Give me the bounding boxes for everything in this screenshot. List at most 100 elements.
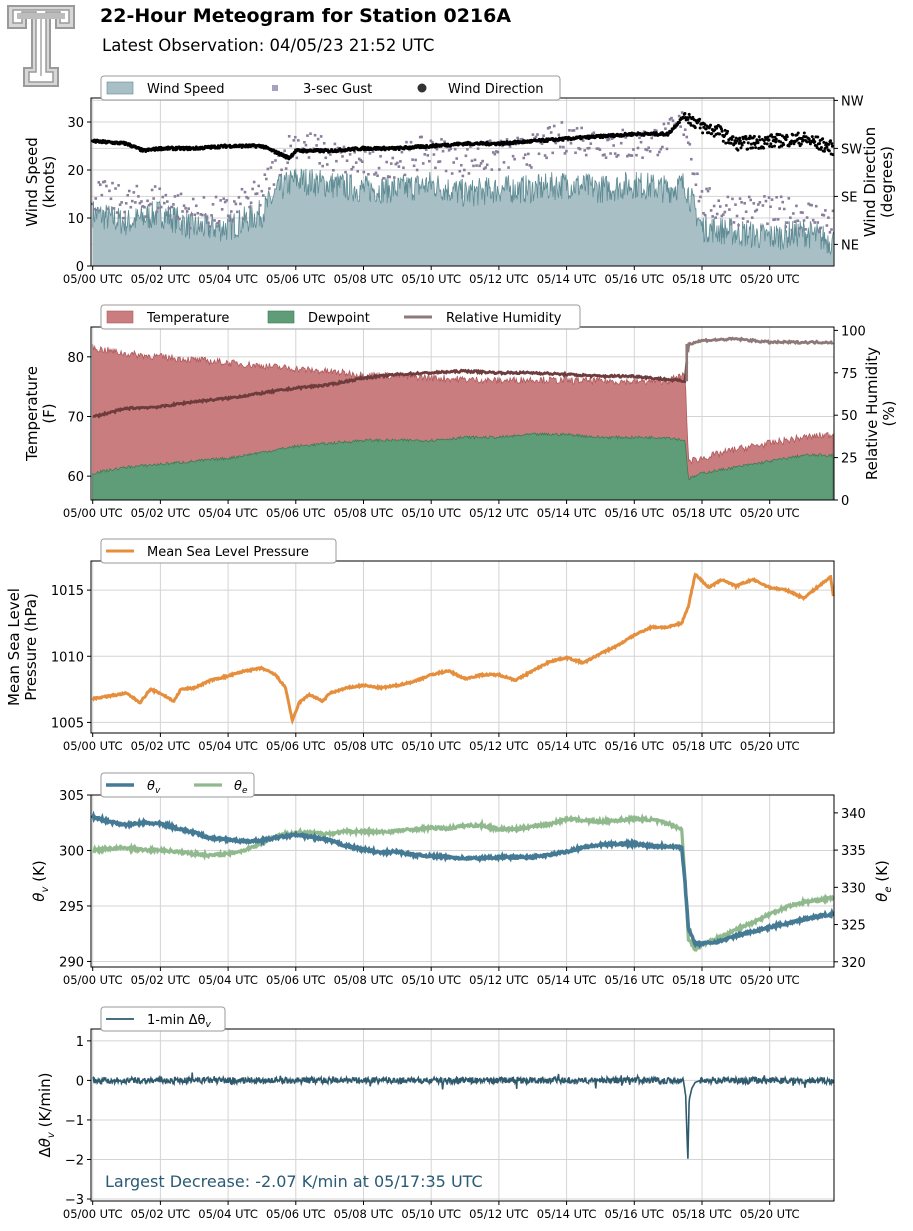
legend-label-wind-direction: Wind Direction [448,82,544,97]
gust-point [760,225,763,229]
gust-point [382,177,385,180]
gust-point [124,202,128,205]
y-tick-label: 30 [67,116,84,131]
gust-point [825,224,829,227]
gust-point [207,221,210,225]
university-logo [6,4,76,92]
gust-point [102,180,105,184]
legend [100,538,337,564]
x-tick-label: 05/20 UTC [740,739,800,753]
grid-lines [91,794,834,967]
gust-point [565,149,568,153]
gust-point [798,227,801,230]
gust-point [377,166,381,170]
gust-point [557,133,561,137]
x-tick-label: 05/16 UTC [604,272,664,286]
gust-point [574,151,577,155]
wind-speed-line [92,168,834,256]
x-tick-label: 05/00 UTC [63,1207,123,1221]
gust-point [149,202,152,206]
wind-direction-point [769,133,773,137]
x-tick-label: 05/04 UTC [198,973,258,987]
wind-direction-point [698,117,702,121]
gust-point [92,208,96,211]
x-tick-label: 05/20 UTC [740,506,800,520]
gust-point [734,203,737,206]
gust-point [572,129,576,132]
y-tick-label: 290 [59,955,84,970]
gust-point [176,194,180,197]
wind-direction-point [827,142,831,146]
x-tick-label: 05/18 UTC [672,272,732,286]
gust-point [172,203,175,206]
gust-point [548,126,551,129]
gust-point [769,205,772,209]
gust-point [208,225,212,228]
wind-direction-point [762,146,766,150]
gust-point [619,141,623,145]
gust-point [260,189,264,193]
y-axis-label: Wind Speed(knots) [23,137,58,227]
gust-point [831,209,835,213]
gust-point [226,214,230,218]
legend-label-dtheta: 1-min Δθv [147,1013,211,1030]
gust-point [808,203,812,207]
wind-direction-point [746,141,750,145]
gust-point [723,210,727,214]
gust-point [287,135,291,138]
y2-tick-label: 75 [841,367,858,382]
gust-point [586,147,590,150]
gust-point [690,157,693,161]
y-tick-label: 295 [59,900,84,915]
gust-point [498,168,501,171]
gust-point [118,203,122,207]
gust-point [516,136,519,140]
gust-point [182,204,186,208]
y-axis-label: Mean Sea LevelPressure (hPa) [5,588,40,706]
x-tick-label: 05/06 UTC [266,1207,326,1221]
gust-point [391,156,395,160]
y-axis-label: Δθv (K/min) [36,1072,57,1157]
gust-point [313,133,317,137]
gust-point [781,200,785,204]
gust-point [686,141,690,145]
y-tick-label: 1010 [51,650,84,665]
gust-point [216,221,219,225]
wind-direction-point [813,140,817,144]
y2-tick-label: SW [841,142,862,157]
x-tick-label: 05/12 UTC [469,1207,529,1221]
gust-point [167,207,171,210]
gust-point [525,163,529,166]
gust-point [243,190,247,194]
gust-point [153,185,157,188]
gust-point [333,142,337,146]
gust-point [440,138,443,141]
gust-point [178,217,181,221]
largest-decrease-annotation: Largest Decrease: -2.07 K/min at 05/17:3… [105,1172,483,1191]
gust-point [482,167,486,171]
gust-point [805,216,809,219]
gust-point [441,149,445,153]
gust-point [549,131,553,134]
wind-direction-point [791,133,795,137]
wind-direction-point [723,134,727,138]
gust-point [359,158,363,162]
gust-point [219,199,222,202]
wind-direction-point [749,142,753,146]
wind-direction-point [807,137,811,141]
gust-point [639,140,643,144]
gust-point [648,150,652,153]
gust-point [220,208,224,211]
x-tick-label: 05/10 UTC [401,739,461,753]
gust-point [460,163,463,167]
gust-point [394,162,398,166]
gust-point [817,230,821,234]
gust-point [587,146,591,150]
gust-point [616,153,620,157]
gust-point [731,197,734,201]
gust-point [658,150,661,154]
gust-point [386,175,390,178]
wind-direction-point [739,146,743,150]
gust-point [424,148,428,151]
wind-direction-point [740,143,744,147]
